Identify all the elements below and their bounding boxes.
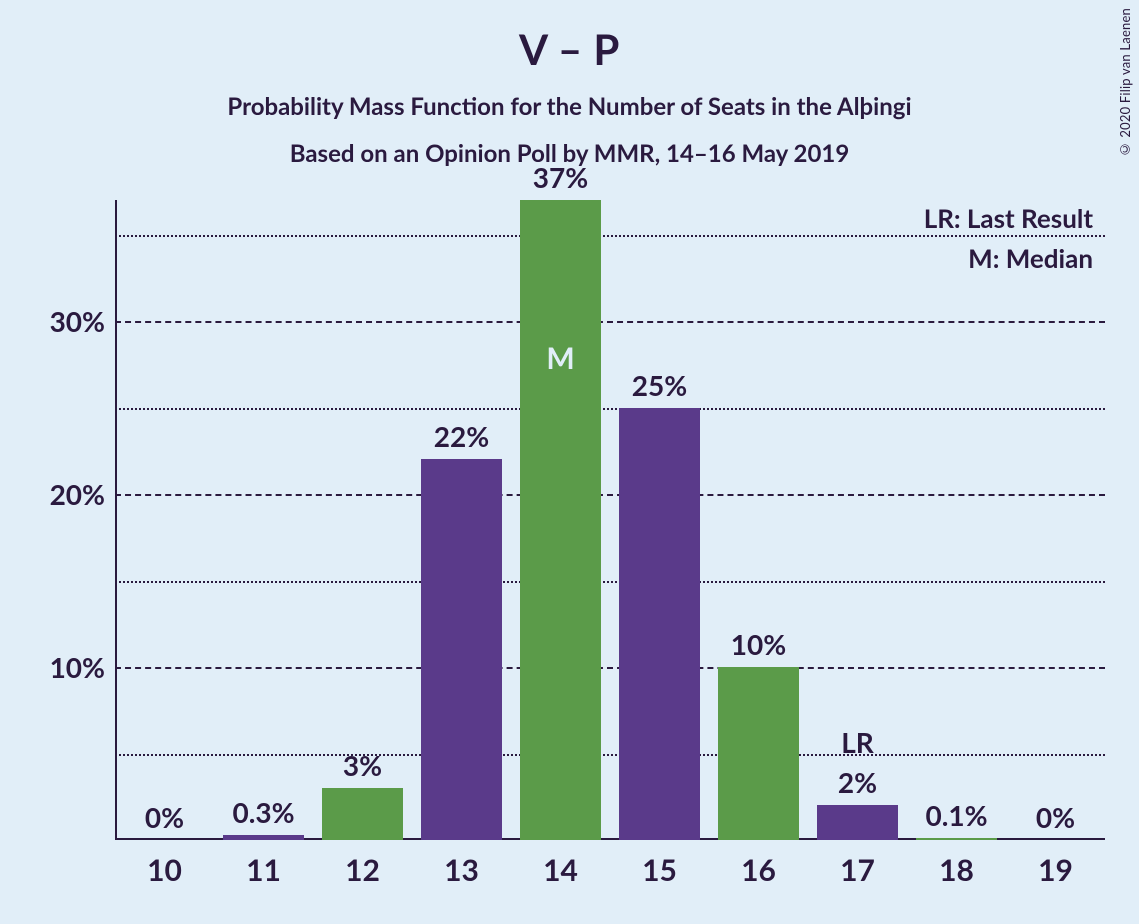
y-tick-label: 10% <box>50 650 105 684</box>
x-tick-label: 18 <box>939 852 974 888</box>
gridline-major <box>115 494 1105 496</box>
gridline-major <box>115 321 1105 323</box>
median-marker: M <box>546 340 574 376</box>
chart-subtitle-1: Probability Mass Function for the Number… <box>0 92 1139 121</box>
axes <box>115 200 1105 840</box>
bar <box>619 408 700 840</box>
bar-value-label: 37% <box>533 160 588 194</box>
x-tick-label: 11 <box>246 852 281 888</box>
gridline-minor <box>115 581 1105 583</box>
chart-container: © 2020 Filip van Laenen V – P Probabilit… <box>0 0 1139 924</box>
bar-value-label: 0% <box>145 800 184 834</box>
bar-value-label: 0% <box>1036 800 1075 834</box>
bar <box>718 667 799 840</box>
bar-value-label: 0.1% <box>925 798 987 832</box>
chart-title: V – P <box>0 0 1139 74</box>
bar-value-label: 10% <box>731 627 786 661</box>
legend-lr: LR: Last Result <box>924 202 1093 234</box>
bar-value-label: 3% <box>343 748 382 782</box>
x-tick-label: 16 <box>741 852 776 888</box>
bar-value-label: 0.3% <box>232 795 294 829</box>
bar <box>916 838 997 840</box>
y-tick-label: 20% <box>50 477 105 511</box>
plot-area: 10%20%30%0%100.3%113%1222%1337%M1425%151… <box>115 200 1105 840</box>
x-tick-label: 12 <box>345 852 380 888</box>
gridline-minor <box>115 235 1105 237</box>
x-tick-label: 14 <box>543 852 578 888</box>
copyright-text: © 2020 Filip van Laenen <box>1117 8 1133 157</box>
bar <box>520 200 601 840</box>
bar <box>421 459 502 840</box>
gridline-minor <box>115 754 1105 756</box>
x-tick-label: 19 <box>1038 852 1073 888</box>
bar-value-label: 2% <box>838 765 877 799</box>
x-tick-label: 10 <box>147 852 182 888</box>
legend-median: M: Median <box>968 242 1093 274</box>
bar-value-label: 22% <box>434 419 489 453</box>
gridline-minor <box>115 408 1105 410</box>
bar-value-label: 25% <box>632 368 687 402</box>
y-tick-label: 30% <box>50 304 105 338</box>
bar <box>817 805 898 840</box>
x-tick-label: 13 <box>444 852 479 888</box>
last-result-marker: LR <box>841 725 874 759</box>
gridline-major <box>115 667 1105 669</box>
bar <box>322 788 403 840</box>
x-tick-label: 17 <box>840 852 875 888</box>
bar <box>223 835 304 840</box>
x-tick-label: 15 <box>642 852 677 888</box>
